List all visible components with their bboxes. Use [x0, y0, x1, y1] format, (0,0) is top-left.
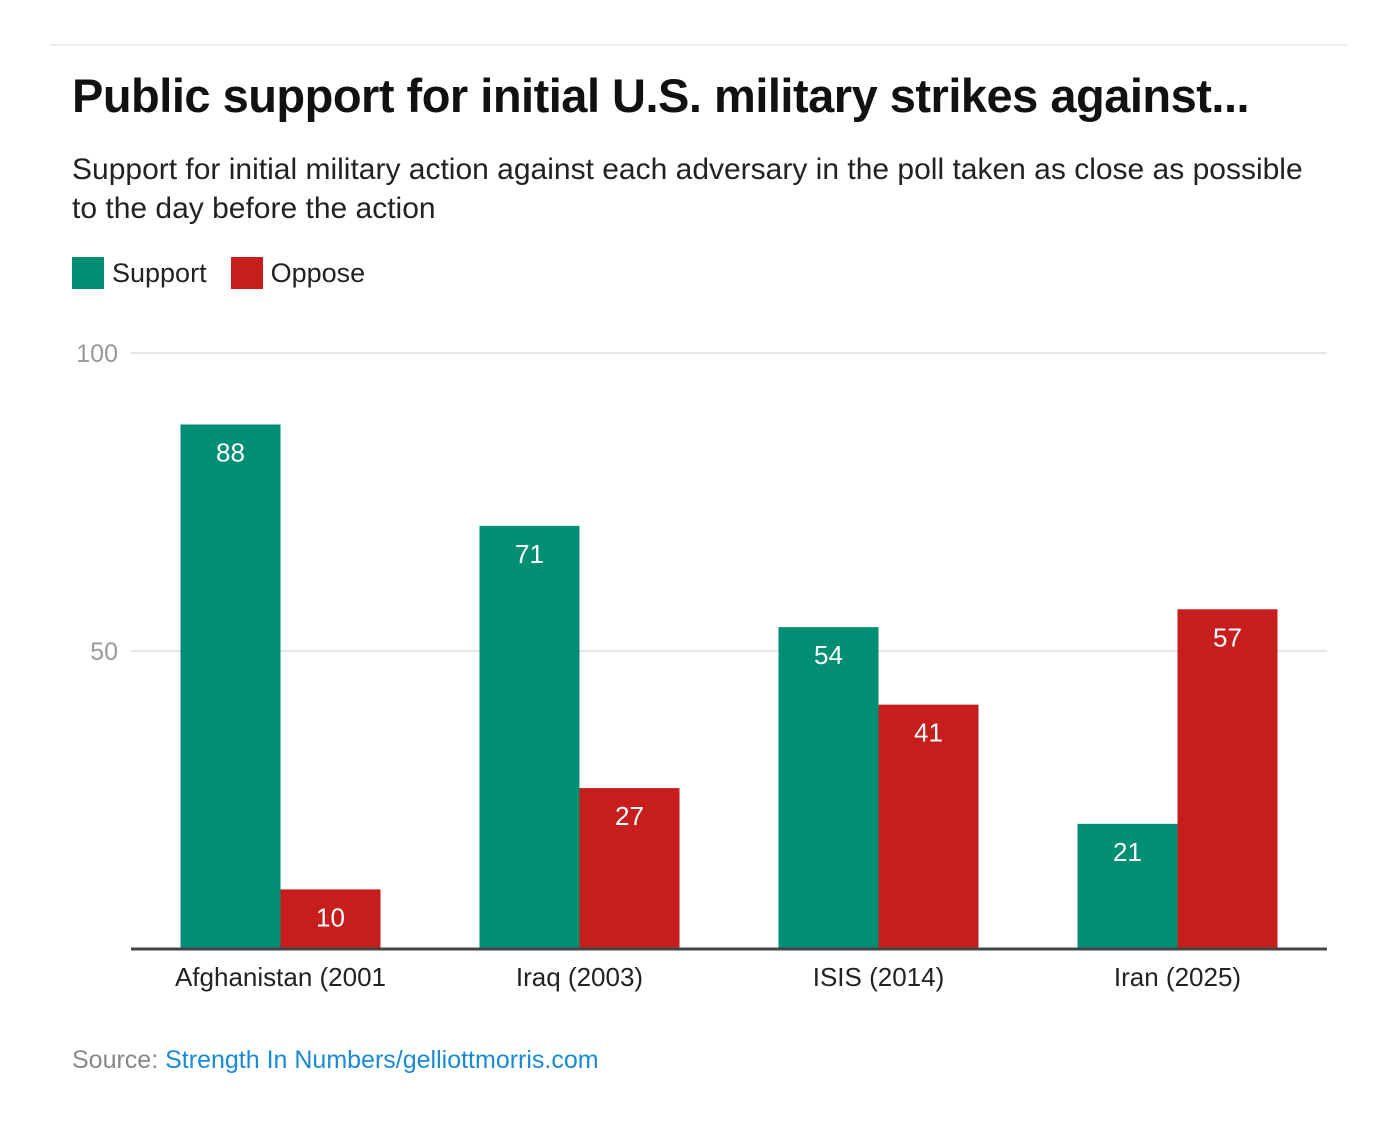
bar-oppose: [579, 788, 680, 949]
bar-oppose: [280, 889, 381, 949]
legend-swatch-support: [72, 257, 104, 289]
x-tick-label: ISIS (2014): [813, 962, 945, 992]
bar-support: [479, 525, 580, 949]
y-tick-label: 50: [90, 638, 118, 666]
chart-subtitle: Support for initial military action agai…: [72, 153, 1303, 225]
bar-oppose: [878, 704, 979, 949]
legend: Support Oppose: [72, 257, 389, 289]
y-tick-label: 100: [76, 340, 118, 368]
data-label: 41: [914, 718, 943, 748]
legend-label-support: Support: [112, 257, 207, 288]
x-tick-label: Iran (2025): [1114, 962, 1241, 992]
bar-oppose: [1177, 609, 1278, 949]
source-line: Source: Strength In Numbers/gelliottmorr…: [72, 1046, 599, 1075]
source-link[interactable]: Strength In Numbers/gelliottmorris.com: [165, 1046, 599, 1074]
source-label: Source:: [72, 1046, 159, 1074]
legend-label-oppose: Oppose: [270, 257, 366, 288]
x-tick-label: Iraq (2003): [516, 962, 643, 992]
data-label: 88: [216, 438, 245, 468]
bar-support: [778, 627, 879, 949]
legend-item-oppose: Oppose: [230, 257, 366, 289]
data-label: 54: [814, 640, 843, 670]
x-tick-label: Afghanistan (2001: [175, 962, 386, 992]
data-label: 21: [1113, 837, 1142, 867]
legend-swatch-oppose: [230, 257, 263, 289]
data-label: 57: [1213, 622, 1242, 652]
top-divider: [50, 44, 1348, 46]
data-label: 27: [615, 801, 644, 831]
legend-item-support: Support: [72, 257, 207, 289]
chart-title: Public support for initial U.S. military…: [72, 69, 1250, 122]
bar-support: [180, 424, 281, 949]
bar-support: [1077, 823, 1178, 949]
data-label: 10: [316, 902, 345, 932]
data-label: 71: [515, 539, 544, 569]
